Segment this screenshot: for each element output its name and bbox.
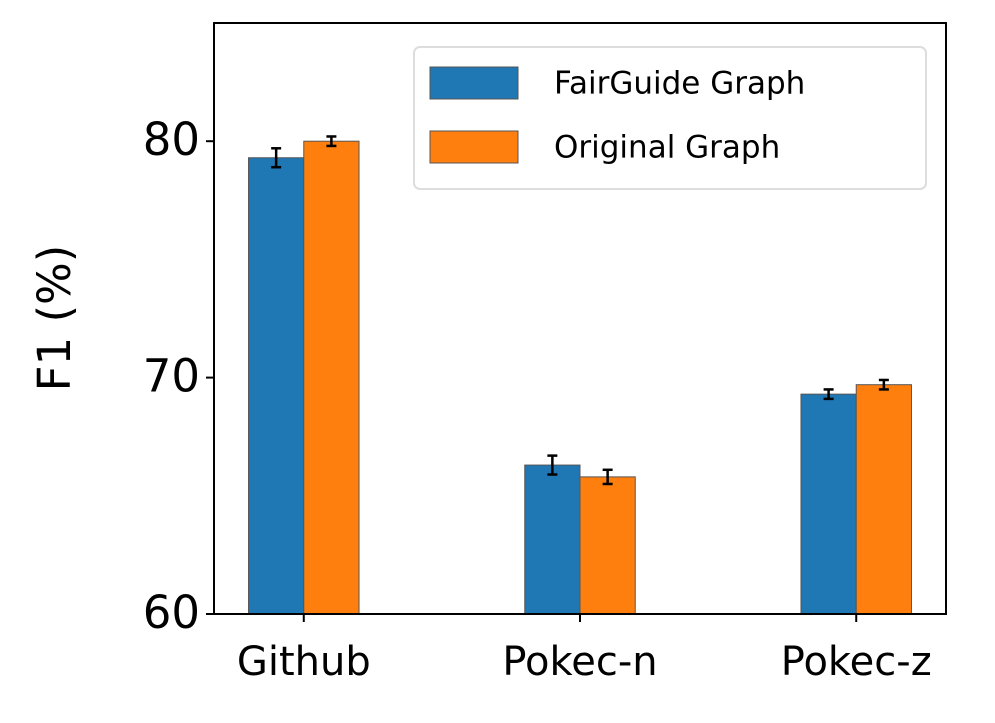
bar [303, 140, 360, 615]
plot-frame [213, 22, 947, 615]
y-tick-label: 60 [143, 586, 200, 639]
bar [524, 464, 581, 615]
error-bar [547, 454, 558, 476]
y-tick-label: 70 [143, 350, 200, 403]
y-tick-label: 80 [143, 113, 200, 166]
x-tick-label: Pokec-n [502, 639, 657, 685]
error-bar [878, 378, 889, 391]
error-bar [271, 147, 282, 169]
legend-label: FairGuide Graph [554, 66, 805, 102]
y-axis-label: F1 (%) [28, 245, 81, 392]
bar [855, 384, 912, 615]
legend-swatch [429, 66, 519, 100]
x-tick-label: Pokec-z [781, 639, 932, 685]
legend-label: Original Graph [554, 130, 780, 166]
error-bar [602, 468, 613, 486]
error-bar [326, 135, 337, 148]
error-bar [823, 388, 834, 401]
x-tick-label: Github [237, 639, 371, 685]
bar [800, 393, 857, 615]
bar [579, 476, 636, 615]
legend-swatch [429, 130, 519, 164]
legend-box [413, 46, 927, 190]
bar [248, 157, 305, 615]
